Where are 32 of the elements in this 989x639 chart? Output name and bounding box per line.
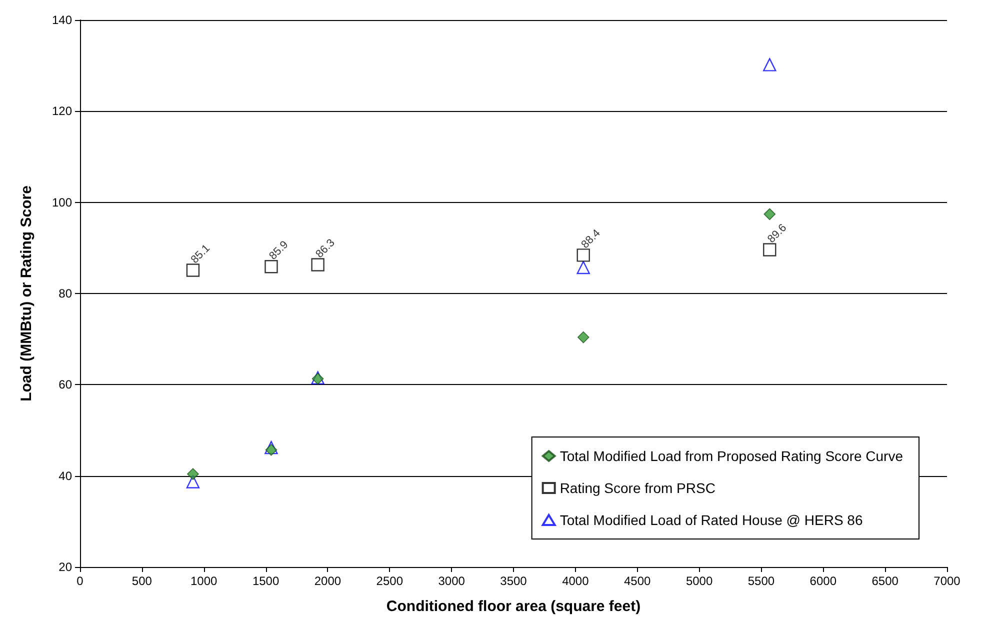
x-tick-label: 6000 (810, 574, 837, 588)
x-tick-label: 0 (76, 574, 84, 588)
x-tick-label: 2500 (376, 574, 404, 588)
x-tick-label: 2000 (314, 574, 342, 588)
x-axis-title: Conditioned floor area (square feet) (386, 598, 641, 615)
y-axis-title: Load (MMBtu) or Rating Score (18, 186, 35, 402)
y-tick-label: 100 (52, 195, 72, 210)
y-tick-label: 140 (52, 13, 72, 27)
legend-label: Total Modified Load of Rated House @ HERS 86 (560, 512, 863, 528)
y-tick-label: 60 (58, 378, 72, 392)
data-label: 85.1 (188, 242, 212, 266)
x-tick-label: 7000 (934, 574, 961, 588)
x-tick-label: 4000 (562, 574, 590, 588)
data-label: 85.9 (267, 238, 291, 262)
x-tick-label: 6500 (872, 574, 899, 588)
y-tick-label: 80 (58, 286, 72, 300)
x-tick-label: 1000 (190, 574, 218, 588)
x-tick-label: 3000 (438, 574, 466, 588)
x-tick-label: 3500 (500, 574, 528, 588)
x-tick-label: 500 (132, 574, 152, 588)
x-tick-label: 4500 (624, 574, 652, 588)
y-tick-label: 40 (58, 468, 72, 483)
legend-label: Total Modified Load from Proposed Rating Score Curve (560, 448, 904, 464)
x-tick-label: 1500 (252, 574, 280, 588)
data-label: 89.6 (766, 222, 790, 246)
data-label: 86.3 (314, 236, 338, 261)
y-tick-label: 20 (58, 560, 72, 574)
legend-label: Rating Score from PRSC (560, 480, 716, 496)
x-tick-label: 5500 (748, 574, 775, 588)
y-tick-label: 120 (52, 104, 72, 118)
x-tick-label: 5000 (686, 574, 713, 588)
data-label: 88.4 (579, 227, 603, 251)
